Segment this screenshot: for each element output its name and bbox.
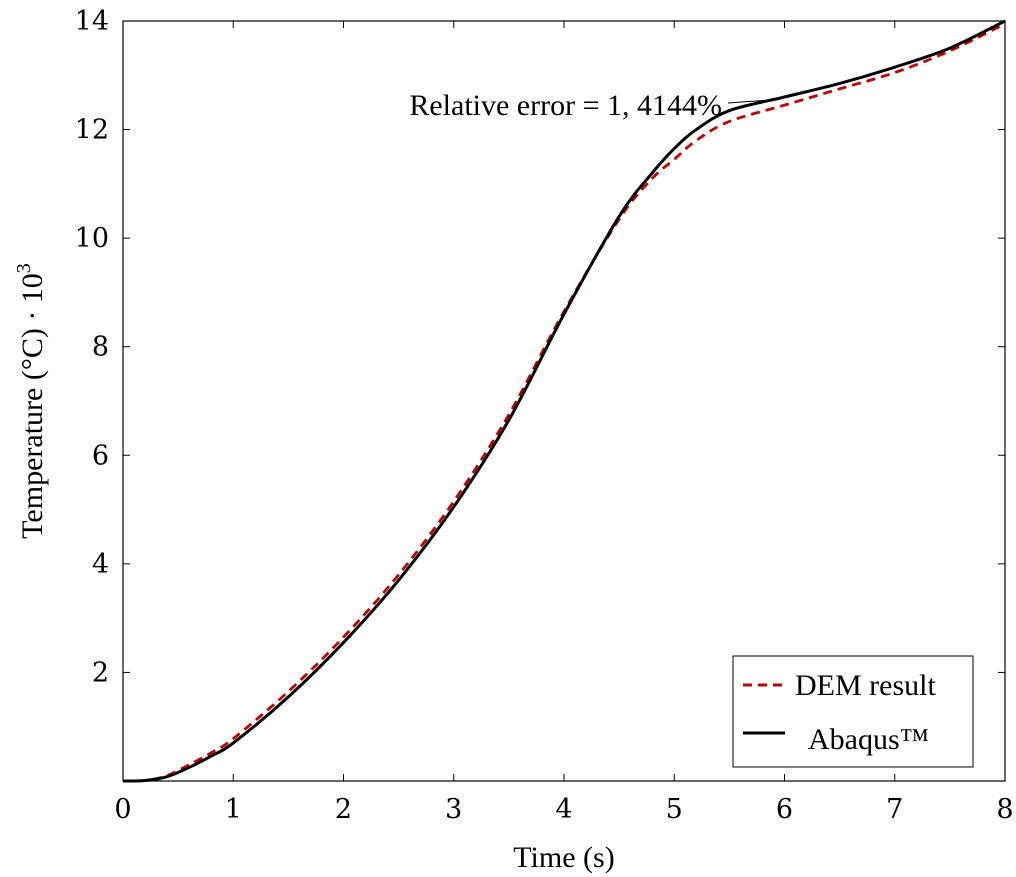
x-tick-label-1: 1: [225, 794, 242, 825]
y-tick-label-0: 2: [92, 657, 109, 688]
x-tick-label-2: 2: [335, 794, 352, 825]
series-line-abaqus: [122, 19, 1006, 783]
legend: DEM result Abaqus™: [732, 655, 974, 768]
legend-box: [732, 655, 974, 768]
series-line-dem-result: [122, 22, 1006, 783]
y-tick-label-1: 4: [92, 549, 109, 580]
x-tick-label-5: 5: [666, 794, 683, 825]
y-axis-title: Temperature (°C) · 103: [13, 263, 49, 539]
y-tick-label-2: 6: [92, 440, 109, 471]
series-layer: [122, 19, 1006, 783]
y-axis-title-main: Temperature (°C) · 10: [16, 273, 49, 539]
y-tick-label-3: 8: [92, 332, 109, 363]
y-axis-title-exponent: 3: [13, 263, 35, 273]
x-tick-label-8: 8: [996, 794, 1013, 825]
y-tick-label-6: 14: [75, 6, 109, 37]
x-tick-label-4: 4: [555, 794, 572, 825]
y-tick-label-4: 10: [75, 223, 109, 254]
y-tick-label-5: 12: [75, 115, 109, 146]
x-tick-label-0: 0: [114, 794, 131, 825]
annotation-text: Relative error = 1, 4144%: [409, 89, 722, 122]
legend-label-abaqus: Abaqus™: [808, 723, 929, 756]
x-tick-label-6: 6: [776, 794, 793, 825]
legend-label-dem-result: DEM result: [795, 669, 936, 702]
axis-ticks: [122, 20, 1006, 781]
x-axis-title: Time (s): [513, 841, 614, 874]
svg-text:Temperature (°C) · 103: Temperature (°C) · 103: [13, 263, 49, 539]
x-tick-label-7: 7: [886, 794, 903, 825]
annotation: Relative error = 1, 4144%: [409, 89, 774, 122]
x-tick-label-3: 3: [445, 794, 462, 825]
annotation-leader-line: [727, 99, 774, 104]
